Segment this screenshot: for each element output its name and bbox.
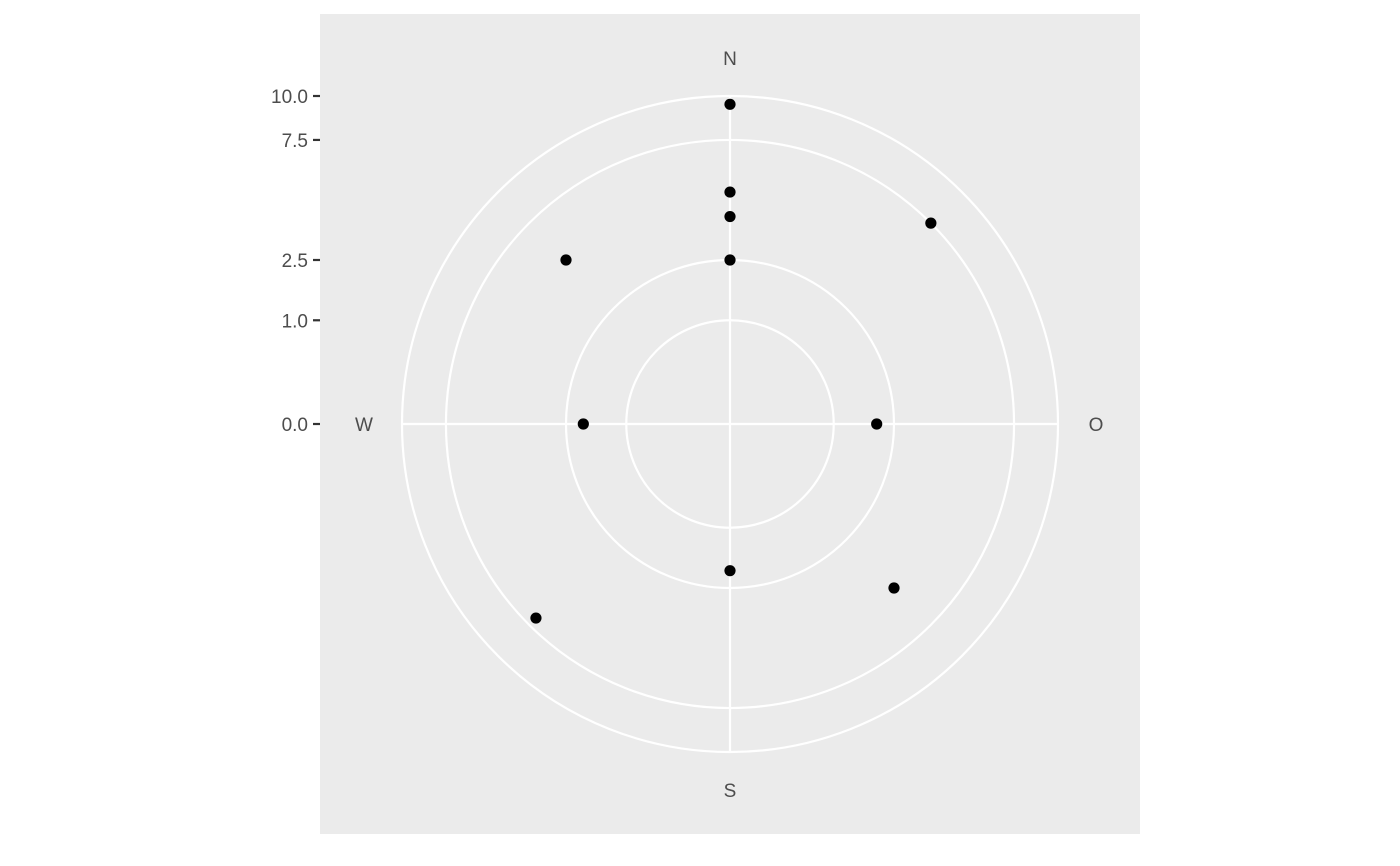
data-point — [724, 98, 736, 110]
data-point — [888, 582, 900, 594]
direction-label: O — [1089, 415, 1104, 436]
tick-label: 0.0 — [282, 415, 308, 436]
direction-label: S — [724, 781, 737, 802]
data-point — [724, 186, 736, 198]
tick-label: 2.5 — [282, 251, 308, 272]
direction-label: W — [355, 415, 373, 436]
direction-labels: N O S W — [355, 49, 1103, 802]
tick-label: 1.0 — [282, 311, 308, 332]
tick-label: 7.5 — [282, 131, 308, 152]
radial-axis: 0.0 1.0 2.5 7.5 10.0 — [271, 87, 320, 436]
data-point — [871, 418, 883, 430]
data-point — [577, 418, 589, 430]
data-point — [724, 565, 736, 577]
direction-label: N — [723, 49, 737, 70]
data-point — [530, 612, 542, 624]
data-point — [560, 254, 572, 266]
data-point — [724, 254, 736, 266]
tick-label: 10.0 — [271, 87, 308, 108]
data-point — [724, 210, 736, 223]
data-points — [530, 98, 937, 624]
data-point — [925, 217, 937, 229]
